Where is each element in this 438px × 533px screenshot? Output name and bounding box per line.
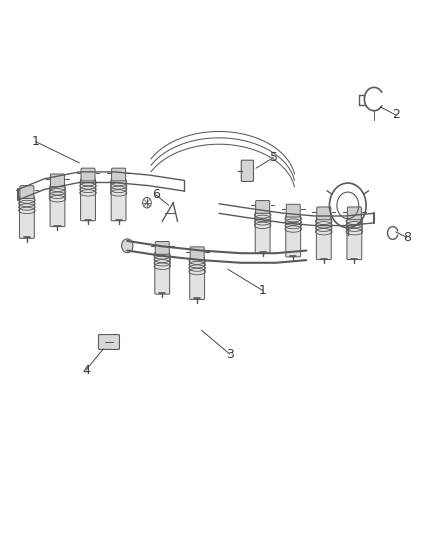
Circle shape [122, 239, 133, 253]
FancyBboxPatch shape [99, 335, 120, 350]
Text: 8: 8 [403, 231, 411, 244]
FancyBboxPatch shape [20, 185, 34, 198]
FancyBboxPatch shape [50, 184, 65, 227]
Text: 6: 6 [152, 188, 159, 201]
FancyBboxPatch shape [286, 215, 300, 257]
FancyBboxPatch shape [347, 207, 361, 220]
FancyBboxPatch shape [241, 160, 254, 181]
FancyBboxPatch shape [256, 200, 270, 213]
FancyBboxPatch shape [50, 174, 64, 187]
FancyBboxPatch shape [316, 217, 331, 260]
FancyBboxPatch shape [155, 252, 170, 294]
FancyBboxPatch shape [190, 257, 205, 300]
Text: 1: 1 [259, 284, 267, 297]
FancyBboxPatch shape [190, 247, 204, 260]
FancyBboxPatch shape [112, 168, 126, 181]
FancyBboxPatch shape [317, 207, 331, 220]
FancyBboxPatch shape [155, 241, 169, 254]
FancyBboxPatch shape [81, 179, 95, 221]
Text: 5: 5 [269, 151, 278, 164]
FancyBboxPatch shape [286, 204, 300, 217]
FancyBboxPatch shape [111, 179, 126, 221]
FancyBboxPatch shape [347, 217, 362, 260]
Text: 1: 1 [32, 135, 39, 148]
FancyBboxPatch shape [81, 168, 95, 181]
FancyBboxPatch shape [255, 211, 270, 253]
Text: 4: 4 [82, 364, 90, 377]
Text: 2: 2 [392, 109, 400, 122]
Text: 3: 3 [226, 348, 234, 361]
FancyBboxPatch shape [19, 196, 34, 238]
